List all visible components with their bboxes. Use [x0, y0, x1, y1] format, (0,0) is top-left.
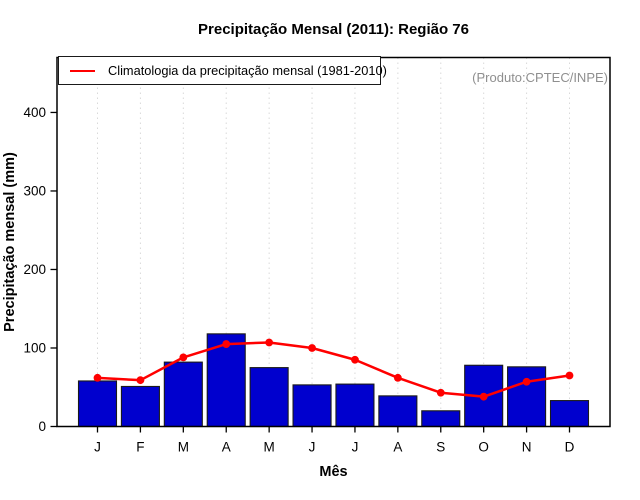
climatology-point [351, 355, 359, 364]
x-tick-label: S [436, 440, 445, 455]
y-tick-label: 200 [23, 262, 46, 277]
bar [378, 395, 418, 428]
climatology-point [222, 340, 231, 348]
bar [421, 410, 461, 428]
climatology-point [136, 376, 145, 385]
x-tick-label: F [136, 440, 144, 455]
legend-label: Climatologia da precipitação mensal (198… [108, 63, 387, 78]
climatology-point [308, 344, 316, 352]
bar [335, 383, 375, 428]
climatology-point [436, 388, 445, 397]
x-tick-label: J [94, 440, 101, 455]
bar [549, 400, 590, 428]
climatology-line [96, 341, 571, 398]
climatology-point [265, 338, 274, 347]
x-tick-label: M [264, 440, 275, 455]
legend-line-sample-icon [70, 69, 95, 72]
x-tick-label: A [393, 440, 402, 455]
x-tick-label: N [522, 440, 532, 455]
y-tick-label: 300 [23, 183, 46, 198]
x-axis-label: Mês [319, 464, 348, 480]
bar [292, 384, 332, 428]
climatology-point [393, 373, 402, 382]
source-annotation: (Produto:CPTEC/INPE) [472, 70, 608, 85]
climatology-point [479, 392, 488, 401]
y-tick-label: 100 [23, 340, 46, 355]
bar [507, 366, 547, 428]
legend-box: Climatologia da precipitação mensal (198… [58, 56, 387, 85]
climatology-point [93, 373, 102, 382]
climatology-point [179, 353, 188, 362]
x-tick-label: J [309, 440, 316, 455]
bar [77, 380, 118, 428]
x-tick-label: D [565, 440, 575, 455]
climatology-point [522, 377, 531, 386]
x-tick-label: A [222, 440, 231, 455]
bar [249, 367, 289, 428]
chart-title: Precipitação Mensal (2011): Região 76 [198, 21, 469, 38]
climatology-point [565, 371, 574, 380]
x-tick-label: O [478, 440, 489, 455]
y-tick-label: 400 [23, 105, 46, 120]
bar [120, 385, 160, 428]
x-tick-label: M [178, 440, 189, 455]
bar [163, 361, 203, 428]
x-tick-label: J [352, 440, 359, 455]
y-tick-label: 0 [38, 419, 46, 434]
